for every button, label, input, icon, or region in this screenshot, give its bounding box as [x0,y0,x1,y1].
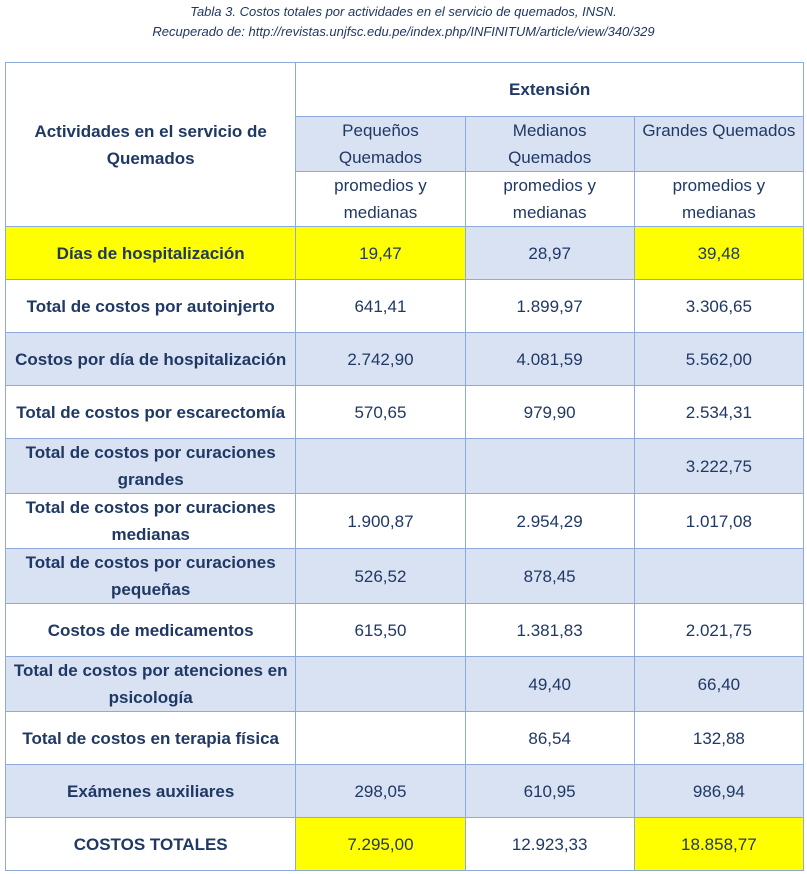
table-row: COSTOS TOTALES 7.295,00 12.923,33 18.858,77 [4,817,805,871]
table-row: Costos por día de hospitalización 2.742,9… [4,332,805,386]
cost-cell: 1.900,87 [295,493,466,549]
row-label: COSTOS TOTALES [4,817,297,871]
table-caption: Tabla 3. Costos totales por actividades … [0,0,807,42]
cost-cell: 5.562,00 [633,332,805,386]
cost-cell: 7.295,00 [295,817,466,871]
cost-cell: 979,90 [464,385,635,439]
table-row: Total de costos por atenciones en psicol… [4,656,805,712]
cost-cell: 49,40 [464,656,635,712]
table-row: Total de costos por escarectomía 570,65 97… [4,385,805,439]
cost-cell [295,711,466,765]
cost-cell: 86,54 [464,711,635,765]
table-row: Total de costos por curaciones medianas 1… [4,493,805,549]
cost-cell: 641,41 [295,279,466,333]
col-header-medianos: Medianos Quemados [464,116,635,172]
cost-cell [464,438,635,494]
cost-cell: 1.381,83 [464,603,635,657]
cost-cell: 4.081,59 [464,332,635,386]
cost-cell: 12.923,33 [464,817,635,871]
row-label: Total de costos por curaciones grandes [4,438,297,494]
row-label: Total de costos por autoinjerto [4,279,297,333]
cost-cell: 615,50 [295,603,466,657]
row-label: Costos de medicamentos [4,603,297,657]
col-subheader-pequenos: promedios y medianas [295,171,466,227]
cost-cell: 3.222,75 [633,438,805,494]
row-label: Exámenes auxiliares [4,764,297,818]
table-row: Costos de medicamentos 615,50 1.381,83 2.02… [4,603,805,657]
row-label: Días de hospitalización [4,226,297,280]
cost-cell: 526,52 [295,548,466,604]
table-row: Total de costos por curaciones grandes 3.… [4,438,805,494]
table-body: Días de hospitalización 19,47 28,97 39,48 To… [4,226,805,871]
row-label: Total de costos por curaciones pequeñas [4,548,297,604]
cost-cell: 1.017,08 [633,493,805,549]
cost-cell [295,656,466,712]
table-row: Total de costos en terapia física 86,54 13… [4,711,805,765]
cost-cell: 2.954,29 [464,493,635,549]
table-row: Total de costos por autoinjerto 641,41 1.8… [4,279,805,333]
row-label: Costos por día de hospitalización [4,332,297,386]
col-subheader-medianos: promedios y medianas [464,171,635,227]
cost-cell: 298,05 [295,764,466,818]
extension-header: Extensión [295,62,804,117]
cost-cell: 570,65 [295,385,466,439]
cost-cell: 39,48 [633,226,805,280]
table-row: Días de hospitalización 19,47 28,97 39,48 [4,226,805,280]
row-label: Total de costos por atenciones en psicol… [4,656,297,712]
cost-cell: 2.742,90 [295,332,466,386]
table-row: Total de costos por curaciones pequeñas 5… [4,548,805,604]
cost-cell: 132,88 [633,711,805,765]
cost-cell [633,548,805,604]
cost-cell: 2.534,31 [633,385,805,439]
cost-cell: 2.021,75 [633,603,805,657]
cost-cell: 986,94 [633,764,805,818]
cost-cell: 3.306,65 [633,279,805,333]
row-label: Total de costos en terapia física [4,711,297,765]
col-subheader-grandes: promedios y medianas [633,171,805,227]
cost-cell: 19,47 [295,226,466,280]
cost-cell: 878,45 [464,548,635,604]
col-header-pequenos: Pequeños Quemados [295,116,466,172]
cost-cell: 1.899,97 [464,279,635,333]
row-label: Total de costos por escarectomía [4,385,297,439]
cost-table: Actividades en el servicio de Quemados E… [4,62,805,871]
caption-source: Recuperado de: http://revistas.unjfsc.ed… [152,24,655,39]
cost-cell: 66,40 [633,656,805,712]
cost-cell: 610,95 [464,764,635,818]
row-label: Total de costos por curaciones medianas [4,493,297,549]
cost-cell [295,438,466,494]
table-row: Exámenes auxiliares 298,05 610,95 986,94 [4,764,805,818]
caption-title: Tabla 3. Costos totales por actividades … [190,4,617,19]
cost-cell: 18.858,77 [633,817,805,871]
col-header-grandes: Grandes Quemados [633,116,805,172]
cost-cell: 28,97 [464,226,635,280]
activity-column-header: Actividades en el servicio de Quemados [4,62,297,227]
